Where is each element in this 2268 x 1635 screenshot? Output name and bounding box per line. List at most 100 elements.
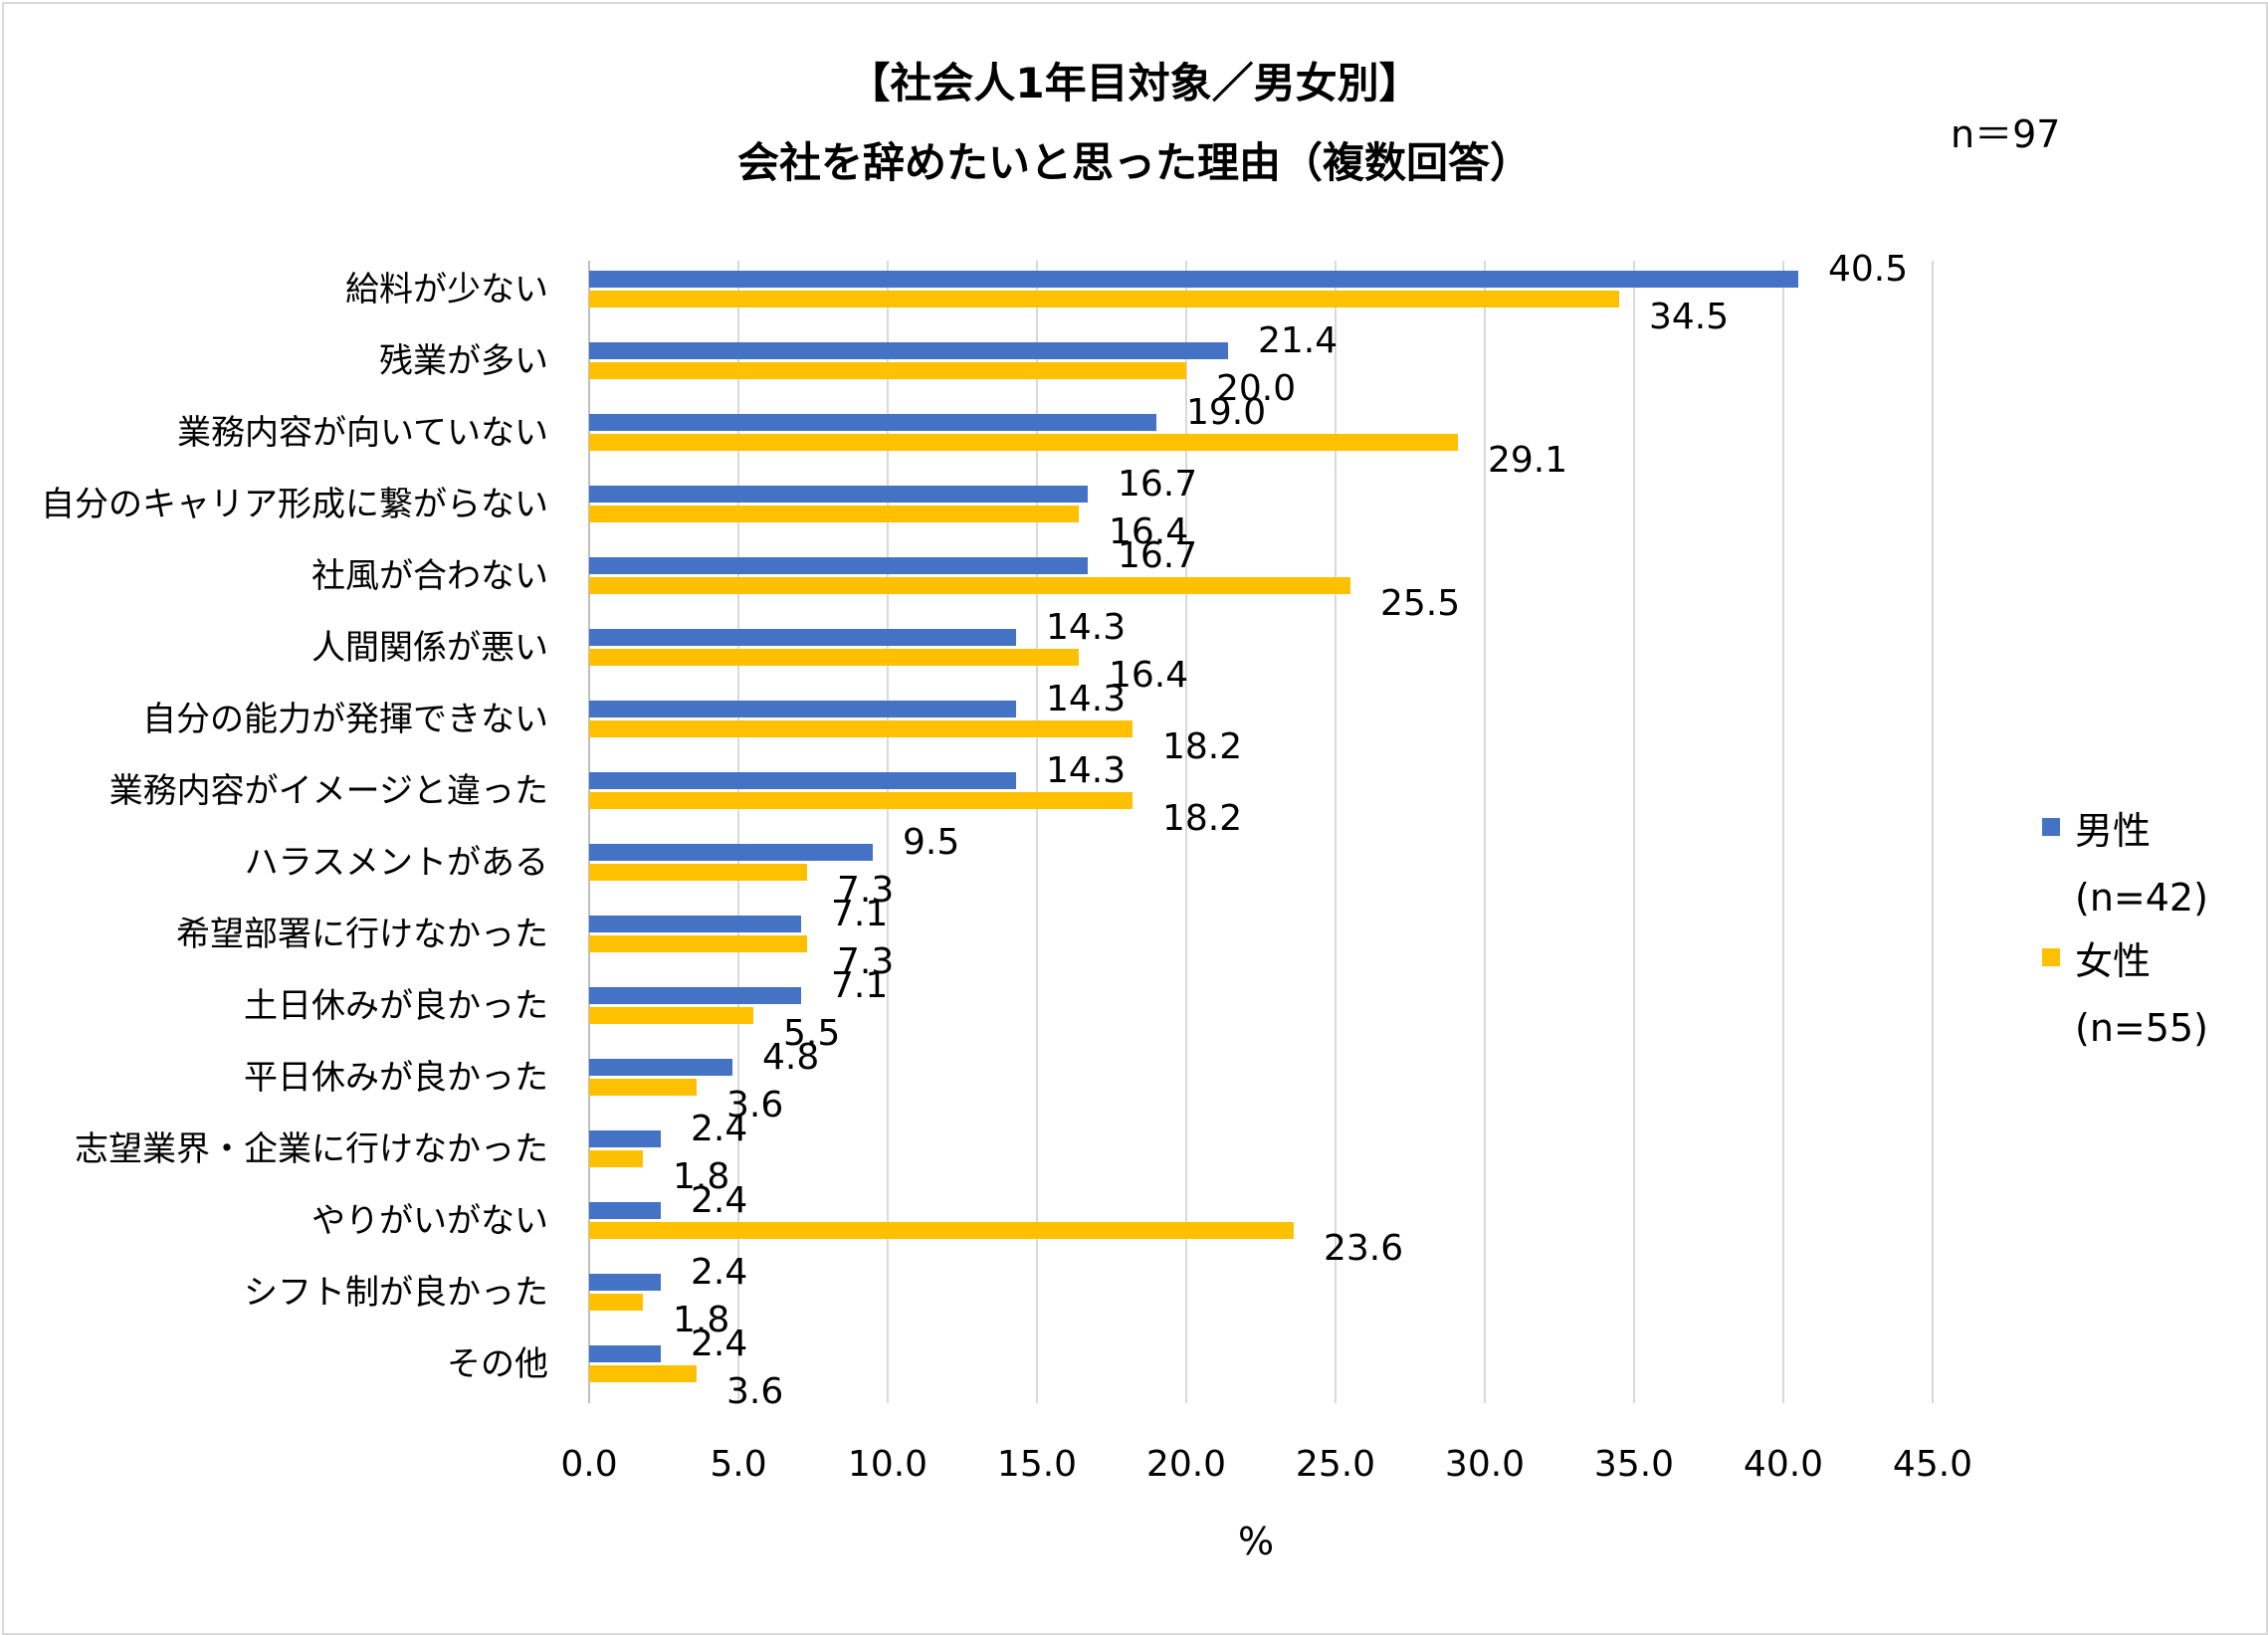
legend-n-female: (n=55) xyxy=(2075,1006,2208,1050)
data-label-female: 23.6 xyxy=(1324,1228,1403,1269)
category-label: 平日休みが良かった xyxy=(244,1058,548,1098)
bar-male xyxy=(589,342,1228,359)
data-label-male: 2.4 xyxy=(691,1324,747,1364)
data-label-male: 14.3 xyxy=(1046,679,1126,719)
bar-male xyxy=(589,1202,661,1219)
data-label-female: 1.8 xyxy=(673,1300,729,1340)
x-tick-label: 40.0 xyxy=(1744,1444,1823,1485)
data-label-male: 2.4 xyxy=(691,1252,747,1293)
bar-male xyxy=(589,987,801,1004)
bar-male xyxy=(589,916,801,932)
data-label-male: 9.5 xyxy=(903,822,959,863)
x-tick-label: 25.0 xyxy=(1296,1444,1375,1485)
bar-male xyxy=(589,557,1088,574)
data-label-male: 4.8 xyxy=(762,1037,819,1078)
data-label-female: 18.2 xyxy=(1162,726,1242,767)
x-tick-label: 5.0 xyxy=(710,1444,766,1485)
sample-size-note: n＝97 xyxy=(1951,112,2060,156)
bar-female xyxy=(589,864,807,881)
data-label-male: 16.7 xyxy=(1118,535,1197,576)
bar-female xyxy=(589,577,1350,594)
category-label: 業務内容が向いていない xyxy=(177,413,548,453)
bar-female xyxy=(589,506,1079,522)
data-label-female: 18.2 xyxy=(1162,798,1242,839)
category-label: 土日休みが良かった xyxy=(244,986,548,1026)
data-label-female: 16.4 xyxy=(1109,511,1188,552)
data-label-female: 29.1 xyxy=(1488,440,1567,481)
data-label-male: 40.5 xyxy=(1828,249,1908,290)
bar-female xyxy=(589,434,1458,451)
category-label: 自分のキャリア形成に繋がらない xyxy=(41,485,548,524)
data-label-female: 7.3 xyxy=(837,870,894,911)
legend-label-male: 男性 xyxy=(2075,809,2151,853)
category-label: 人間関係が悪い xyxy=(311,628,548,668)
bar-male xyxy=(589,271,1798,288)
x-axis-ticks: 0.0 5.0 10.0 15.0 20.0 25.0 30.0 35.0 40.0 45.0 xyxy=(560,1444,1972,1485)
data-label-female: 3.6 xyxy=(726,1371,783,1412)
bar-female xyxy=(589,1007,753,1024)
data-label-female: 34.5 xyxy=(1649,297,1729,337)
x-tick-label: 20.0 xyxy=(1146,1444,1226,1485)
bar-female xyxy=(589,720,1133,737)
legend-swatch-female xyxy=(2042,948,2060,966)
data-label-male: 2.4 xyxy=(691,1180,747,1221)
data-label-female: 3.6 xyxy=(726,1085,783,1125)
category-label: 志望業界・企業に行けなかった xyxy=(75,1129,548,1169)
bar-female xyxy=(589,1365,697,1382)
data-label-male: 7.1 xyxy=(831,965,888,1006)
data-label-female: 25.5 xyxy=(1380,583,1460,624)
x-axis-title: % xyxy=(1238,1520,1274,1563)
bar-male xyxy=(589,844,873,861)
data-label-male: 14.3 xyxy=(1046,750,1126,791)
x-tick-label: 10.0 xyxy=(848,1444,928,1485)
category-label: 給料が少ない xyxy=(345,270,548,309)
bar-male xyxy=(589,414,1156,431)
data-labels: 40.534.521.420.019.029.116.716.416.725.5… xyxy=(673,249,1908,1412)
bar-male xyxy=(589,486,1088,503)
legend: 男性 (n=42) 女性 (n=55) xyxy=(2042,809,2208,1050)
category-label: やりがいがない xyxy=(311,1201,548,1241)
data-label-male: 19.0 xyxy=(1186,392,1266,433)
category-label: 業務内容がイメージと違った xyxy=(109,771,548,811)
legend-swatch-male xyxy=(2042,818,2060,836)
legend-n-male: (n=42) xyxy=(2075,876,2208,920)
bar-female xyxy=(589,1222,1294,1239)
data-label-male: 2.4 xyxy=(691,1109,747,1149)
category-label: シフト制が良かった xyxy=(244,1273,548,1313)
bar-female xyxy=(589,935,807,952)
bar-male xyxy=(589,1274,661,1291)
bar-male xyxy=(589,772,1016,789)
category-labels: 給料が少ない残業が多い業務内容が向いていない自分のキャリア形成に繋がらない社風が… xyxy=(41,270,548,1384)
bar-male xyxy=(589,701,1016,717)
category-label: その他 xyxy=(447,1344,548,1384)
data-label-female: 7.3 xyxy=(837,941,894,982)
data-label-female: 1.8 xyxy=(673,1156,729,1197)
category-label: 残業が多い xyxy=(379,341,548,381)
bar-female xyxy=(589,1150,643,1167)
data-label-male: 16.7 xyxy=(1118,464,1197,505)
data-label-male: 21.4 xyxy=(1258,320,1338,361)
data-label-male: 7.1 xyxy=(831,894,888,934)
bar-female xyxy=(589,1294,643,1311)
bar-female xyxy=(589,291,1619,307)
data-label-female: 5.5 xyxy=(783,1013,840,1054)
bar-male xyxy=(589,1345,661,1362)
x-tick-label: 15.0 xyxy=(997,1444,1077,1485)
bar-male xyxy=(589,629,1016,646)
bar-male xyxy=(589,1059,732,1076)
chart-title-line-1: 【社会人1年目対象／男女別】 xyxy=(848,59,1420,107)
chart-title-line-2: 会社を辞めたいと思った理由（複数回答） xyxy=(737,138,1532,187)
bar-female xyxy=(589,649,1079,666)
category-label: 自分の能力が発揮できない xyxy=(142,700,548,739)
x-tick-label: 45.0 xyxy=(1893,1444,1972,1485)
x-tick-label: 30.0 xyxy=(1445,1444,1525,1485)
x-tick-label: 0.0 xyxy=(560,1444,617,1485)
data-label-male: 14.3 xyxy=(1046,607,1126,648)
bar-female xyxy=(589,792,1133,809)
category-label: 希望部署に行けなかった xyxy=(176,915,548,954)
category-label: 社風が合わない xyxy=(311,556,548,596)
bar-female xyxy=(589,362,1186,379)
data-label-female: 20.0 xyxy=(1216,368,1296,409)
category-label: ハラスメントがある xyxy=(245,843,548,883)
